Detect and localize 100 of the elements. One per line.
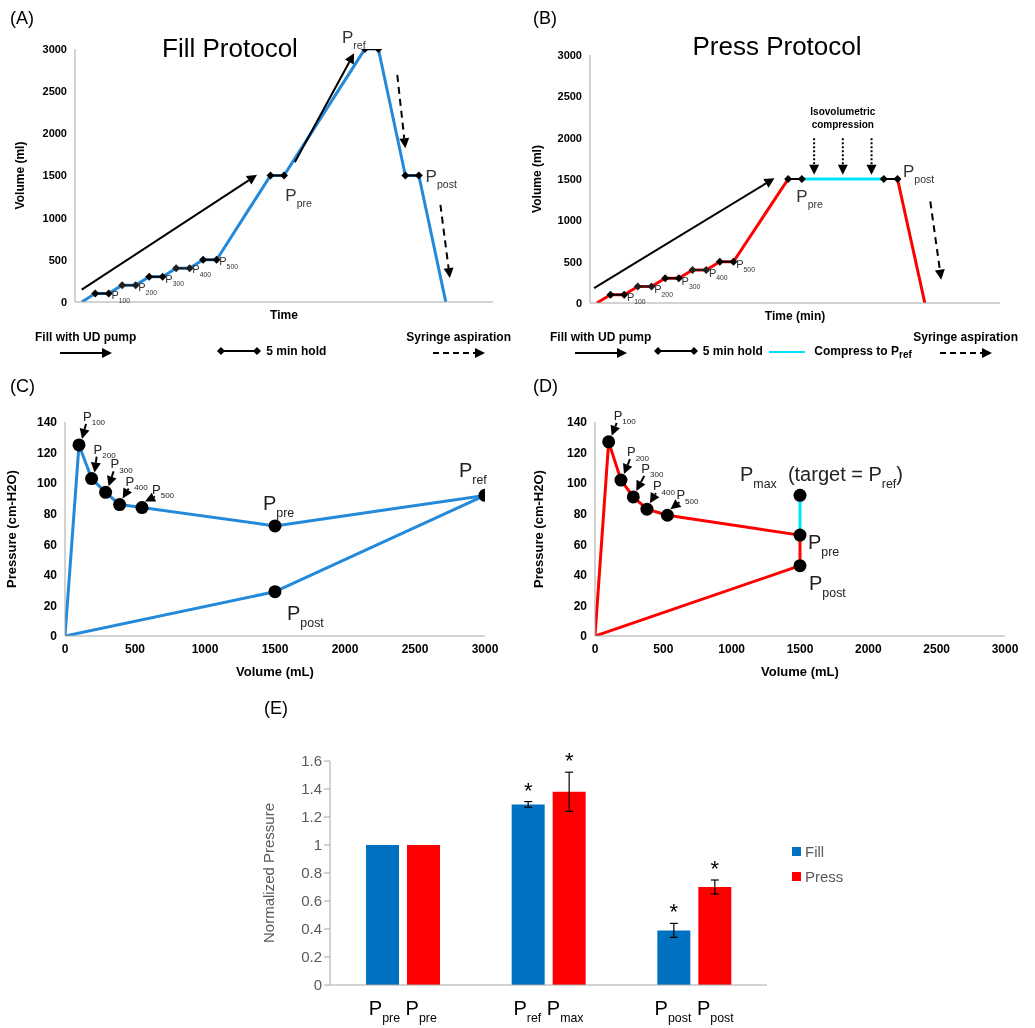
annotation: Isovolumetric compression [810, 105, 876, 130]
y-tick-label: 100 [566, 476, 588, 491]
y-tick-label: 1000 [557, 214, 582, 227]
y-tick-label: 1.6 [301, 752, 322, 770]
y-tick-label: 0.4 [301, 920, 322, 938]
annotation: P$_{300}$ [641, 460, 664, 480]
text: (C) [10, 376, 35, 396]
y-tick-label: 1 [313, 836, 322, 854]
y-tick-label: 0.6 [301, 892, 322, 910]
x-tick-label: 2500 [401, 641, 429, 656]
annotation: P$_{200}$ [138, 281, 158, 296]
text: (A) [10, 8, 34, 28]
x-tick-label: P$_{ref}$ P$_{max}$ [513, 997, 585, 1025]
x-axis-title: Volume (mL) [761, 664, 839, 679]
y-tick-label: 500 [563, 255, 582, 268]
y-tick-label: 40 [573, 568, 588, 583]
annotation: P$_{post}$ [809, 571, 847, 600]
y-axis-title: Volume (ml) [530, 145, 544, 213]
x-tick-label: 2500 [923, 641, 951, 656]
y-tick-label: 120 [36, 445, 58, 460]
legend-label: 5 min hold [266, 344, 327, 358]
y-tick-label: 1.4 [301, 780, 322, 798]
annotation: P$_{400}$ [125, 473, 149, 493]
y-tick-label: 60 [573, 537, 588, 552]
annotation: P$_{post}$ [425, 167, 457, 191]
data-label: * [669, 899, 679, 925]
y-tick-label: 1500 [557, 172, 582, 185]
y-tick-label: 100 [36, 476, 58, 491]
y-tick-label: 3000 [42, 42, 67, 55]
y-tick-label: 140 [36, 415, 58, 430]
annotation: P$_{300}$ [681, 274, 701, 290]
text: Fill with UD pump [550, 330, 652, 344]
x-tick-label: 500 [653, 641, 674, 656]
y-tick-label: 2500 [42, 85, 67, 98]
annotation: P$_{pre}$ [796, 187, 824, 211]
y-axis-title: Volume (ml) [13, 141, 27, 210]
annotation: P$_{300}$ [165, 272, 185, 288]
annotation: P$_{pre}$ [808, 531, 840, 560]
data-label: * [710, 856, 720, 881]
text: (B) [533, 8, 557, 28]
annotation: P$_{200}$ [654, 283, 674, 298]
y-tick-label: 0 [580, 629, 588, 644]
text: Fill with UD pump [35, 330, 137, 344]
annotation: P$_{500}$ [152, 481, 175, 501]
y-tick-label: 0.2 [301, 948, 322, 966]
y-tick-label: 80 [43, 506, 58, 521]
x-tick-label: 500 [124, 641, 146, 656]
annotation: P$_{200}$ [93, 441, 117, 461]
y-tick-label: 2000 [557, 131, 582, 144]
annotation: P$_{100}$ [83, 408, 106, 428]
annotation: P$_{max}$ (target = P$_{ref}$) [740, 463, 903, 492]
x-tick-label: 0 [591, 641, 599, 656]
y-tick-label: 3000 [557, 48, 582, 61]
y-tick-label: 1000 [42, 211, 67, 224]
text: (E) [264, 698, 288, 718]
annotation: P$_{100}$ [111, 289, 131, 305]
y-tick-label: 40 [43, 568, 58, 583]
chart-title: Fill Protocol [162, 33, 298, 63]
y-tick-label: 500 [48, 253, 67, 266]
x-tick-label: 3000 [471, 641, 499, 656]
annotation: P$_{200}$ [626, 444, 650, 463]
text: Syringe aspiration [406, 330, 511, 344]
annotation: P$_{500}$ [736, 258, 756, 274]
x-tick-label: 2000 [854, 641, 882, 656]
legend-label: 5 min hold [702, 344, 763, 358]
text: (D) [533, 376, 558, 396]
y-tick-label: 80 [573, 506, 588, 521]
y-tick-label: 1500 [42, 169, 67, 182]
y-tick-label: 2500 [557, 90, 582, 103]
x-tick-label: 2000 [331, 641, 359, 656]
y-tick-label: 0 [60, 295, 67, 308]
y-tick-label: 0 [50, 629, 58, 644]
annotation: P$_{100}$ [613, 407, 637, 427]
annotation: P$_{post}$ [287, 601, 325, 630]
y-tick-label: 60 [43, 537, 58, 552]
annotation: P$_{500}$ [676, 487, 700, 506]
y-tick-label: 0 [575, 296, 582, 309]
x-axis-title: Volume (mL) [236, 664, 314, 679]
annotation: P$_{ref}$ [459, 459, 488, 488]
data-label: * [523, 777, 533, 803]
x-axis-title: Time [270, 308, 299, 322]
y-tick-label: 1.2 [301, 808, 322, 826]
annotation: P$_{pre}$ [285, 185, 313, 209]
y-axis-title: Normalized Pressure [260, 802, 277, 944]
legend-label: Compress to P$_{ref}$ [814, 344, 912, 361]
legend-label: Press [805, 868, 844, 885]
annotation: P$_{400}$ [708, 266, 728, 282]
legend-label: Fill [805, 843, 825, 860]
annotation: P$_{400}$ [652, 478, 676, 497]
y-axis-title: Pressure (cm-H2O) [531, 470, 546, 588]
x-tick-label: 1000 [191, 641, 219, 656]
y-tick-label: 120 [566, 445, 588, 460]
y-tick-label: 140 [566, 415, 588, 430]
x-tick-label: 1000 [718, 641, 746, 656]
y-tick-label: 2000 [42, 127, 67, 140]
x-tick-label: 1500 [261, 641, 289, 656]
x-axis-title: Time (min) [764, 309, 826, 323]
y-tick-label: 0.8 [301, 864, 322, 882]
data-label: * [564, 748, 574, 774]
x-tick-label: 3000 [991, 641, 1019, 656]
